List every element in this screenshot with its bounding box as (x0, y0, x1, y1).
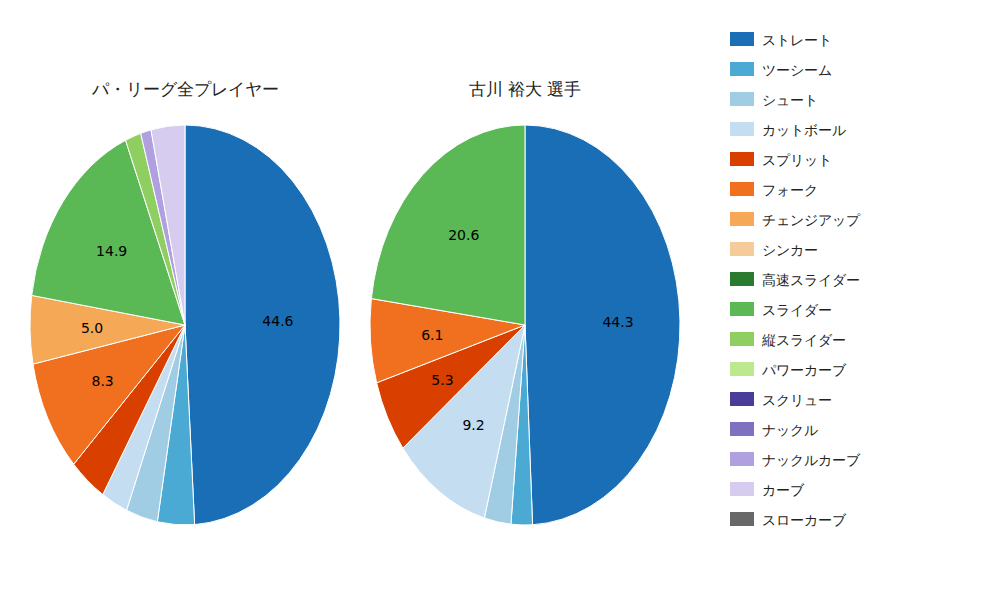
data-label: 9.2 (462, 417, 484, 433)
legend-swatch (730, 122, 754, 136)
pie: パ・リーグ全プレイヤー 44.6 8.3 5.0 14.9 (30, 79, 340, 525)
legend-swatch (730, 182, 754, 196)
data-label: 44.3 (602, 314, 633, 330)
legend-label: ストレート (762, 32, 832, 48)
legend-label: 高速スライダー (762, 272, 860, 288)
legend-swatch (730, 152, 754, 166)
legend-label: ナックルカーブ (762, 452, 861, 468)
legend-label: パワーカーブ (761, 362, 847, 378)
legend-swatch (730, 92, 754, 106)
legend-label: カットボール (762, 122, 846, 138)
pie-slice (371, 125, 525, 325)
legend-label: ナックル (762, 422, 818, 438)
legend-swatch (730, 272, 754, 286)
pie-slice (185, 125, 340, 525)
legend-swatch (730, 332, 754, 346)
legend-swatch (730, 512, 754, 526)
background (0, 0, 1000, 600)
legend-swatch (730, 242, 754, 256)
pie: 古川 裕大 選手 44.3 9.2 5.3 6.1 20.6 (370, 79, 680, 525)
legend: ストレートツーシームシュートカットボールスプリットフォークチェンジアップシンカー… (730, 32, 861, 528)
data-label: 14.9 (96, 243, 127, 259)
data-label: 20.6 (448, 227, 479, 243)
legend-swatch (730, 212, 754, 226)
legend-label: カーブ (762, 482, 805, 498)
legend-swatch (730, 302, 754, 316)
legend-label: シンカー (762, 242, 818, 258)
legend-label: スクリュー (762, 392, 832, 408)
data-label: 8.3 (92, 373, 114, 389)
data-label: 6.1 (421, 327, 443, 343)
pie-title: パ・リーグ全プレイヤー (91, 79, 279, 99)
legend-swatch (730, 62, 754, 76)
legend-label: スプリット (762, 152, 832, 168)
legend-label: スライダー (762, 302, 832, 318)
legend-label: ツーシーム (762, 62, 832, 78)
pie-slice (525, 125, 680, 525)
data-label: 5.0 (81, 320, 103, 336)
data-label: 5.3 (431, 372, 453, 388)
legend-label: フォーク (762, 182, 818, 198)
legend-swatch (730, 482, 754, 496)
data-label: 44.6 (262, 313, 293, 329)
legend-swatch (730, 362, 754, 376)
legend-label: シュート (762, 92, 818, 108)
chart: パ・リーグ全プレイヤー 44.6 8.3 5.0 14.9 古川 裕大 選手 44.3 9.2… (0, 0, 1000, 600)
legend-label: チェンジアップ (762, 212, 861, 228)
legend-label: 縦スライダー (761, 332, 846, 348)
legend-swatch (730, 422, 754, 436)
legend-label: スローカーブ (762, 512, 847, 528)
pie-slice (151, 125, 185, 325)
legend-swatch (730, 392, 754, 406)
legend-swatch (730, 452, 754, 466)
legend-swatch (730, 32, 754, 46)
pie-title: 古川 裕大 選手 (469, 79, 582, 99)
